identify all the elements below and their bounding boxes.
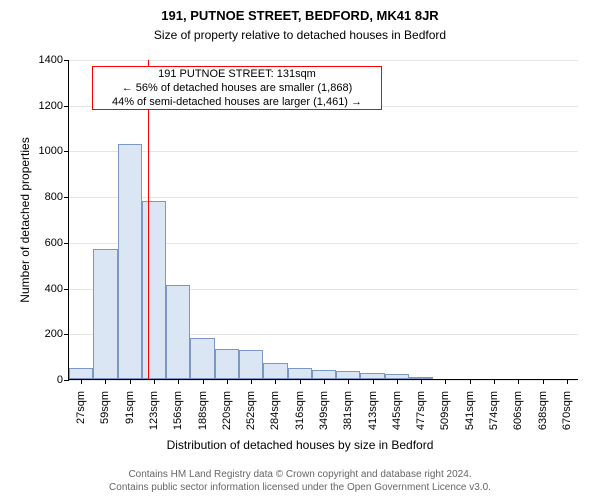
xtick-label: 59sqm <box>99 385 111 441</box>
ytick-label: 400 <box>45 283 69 295</box>
footer-attribution: Contains HM Land Registry data © Crown c… <box>0 469 600 494</box>
xtick-mark <box>324 379 325 384</box>
xtick-label: 220sqm <box>221 385 233 441</box>
xtick-mark <box>105 379 106 384</box>
xtick-mark <box>203 379 204 384</box>
histogram-bar <box>239 350 263 379</box>
xtick-mark <box>227 379 228 384</box>
histogram-bar <box>288 368 312 379</box>
annotation-box: 191 PUTNOE STREET: 131sqm← 56% of detach… <box>92 66 382 110</box>
ytick-label: 1200 <box>39 100 69 112</box>
gridline <box>69 197 578 198</box>
xtick-mark <box>178 379 179 384</box>
footer-line-1: Contains HM Land Registry data © Crown c… <box>0 469 600 482</box>
xtick-mark <box>348 379 349 384</box>
xtick-label: 574sqm <box>488 385 500 441</box>
ytick-label: 0 <box>57 374 69 386</box>
histogram-bar <box>215 349 239 379</box>
xtick-mark <box>275 379 276 384</box>
xtick-label: 123sqm <box>148 385 160 441</box>
xtick-mark <box>81 379 82 384</box>
xtick-mark <box>130 379 131 384</box>
y-axis-label: Number of detached properties <box>18 60 32 380</box>
xtick-label: 27sqm <box>75 385 87 441</box>
xtick-mark <box>567 379 568 384</box>
histogram-bar <box>312 370 336 379</box>
footer-line-2: Contains public sector information licen… <box>0 482 600 495</box>
xtick-label: 445sqm <box>391 385 403 441</box>
xtick-mark <box>421 379 422 384</box>
ytick-label: 600 <box>45 237 69 249</box>
ytick-label: 1400 <box>39 54 69 66</box>
xtick-label: 477sqm <box>415 385 427 441</box>
xtick-label: 284sqm <box>269 385 281 441</box>
xtick-mark <box>494 379 495 384</box>
page-title: 191, PUTNOE STREET, BEDFORD, MK41 8JR <box>0 8 600 23</box>
xtick-mark <box>397 379 398 384</box>
xtick-label: 638sqm <box>537 385 549 441</box>
xtick-label: 91sqm <box>124 385 136 441</box>
xtick-label: 509sqm <box>439 385 451 441</box>
gridline <box>69 151 578 152</box>
xtick-mark <box>543 379 544 384</box>
xtick-label: 156sqm <box>172 385 184 441</box>
xtick-label: 413sqm <box>367 385 379 441</box>
gridline <box>69 60 578 61</box>
annotation-line: ← 56% of detached houses are smaller (1,… <box>97 82 377 96</box>
ytick-label: 200 <box>45 328 69 340</box>
xtick-label: 349sqm <box>318 385 330 441</box>
xtick-mark <box>445 379 446 384</box>
xtick-mark <box>470 379 471 384</box>
xtick-label: 670sqm <box>561 385 573 441</box>
xtick-label: 606sqm <box>512 385 524 441</box>
annotation-line: 44% of semi-detached houses are larger (… <box>97 96 377 110</box>
histogram-bar <box>336 371 360 379</box>
xtick-label: 541sqm <box>464 385 476 441</box>
annotation-line: 191 PUTNOE STREET: 131sqm <box>97 68 377 82</box>
ytick-label: 800 <box>45 191 69 203</box>
histogram-bar <box>190 338 214 379</box>
histogram-bar <box>69 368 93 379</box>
xtick-label: 381sqm <box>342 385 354 441</box>
xtick-label: 188sqm <box>197 385 209 441</box>
histogram-bar <box>142 201 166 379</box>
xtick-mark <box>300 379 301 384</box>
xtick-mark <box>373 379 374 384</box>
histogram-bar <box>263 363 287 379</box>
histogram-bar <box>93 249 117 379</box>
xtick-label: 252sqm <box>245 385 257 441</box>
page-subtitle: Size of property relative to detached ho… <box>0 28 600 42</box>
xtick-mark <box>251 379 252 384</box>
xtick-label: 316sqm <box>294 385 306 441</box>
histogram-bar <box>166 285 190 379</box>
histogram-bar <box>118 144 142 379</box>
ytick-label: 1000 <box>39 145 69 157</box>
xtick-mark <box>518 379 519 384</box>
xtick-mark <box>154 379 155 384</box>
